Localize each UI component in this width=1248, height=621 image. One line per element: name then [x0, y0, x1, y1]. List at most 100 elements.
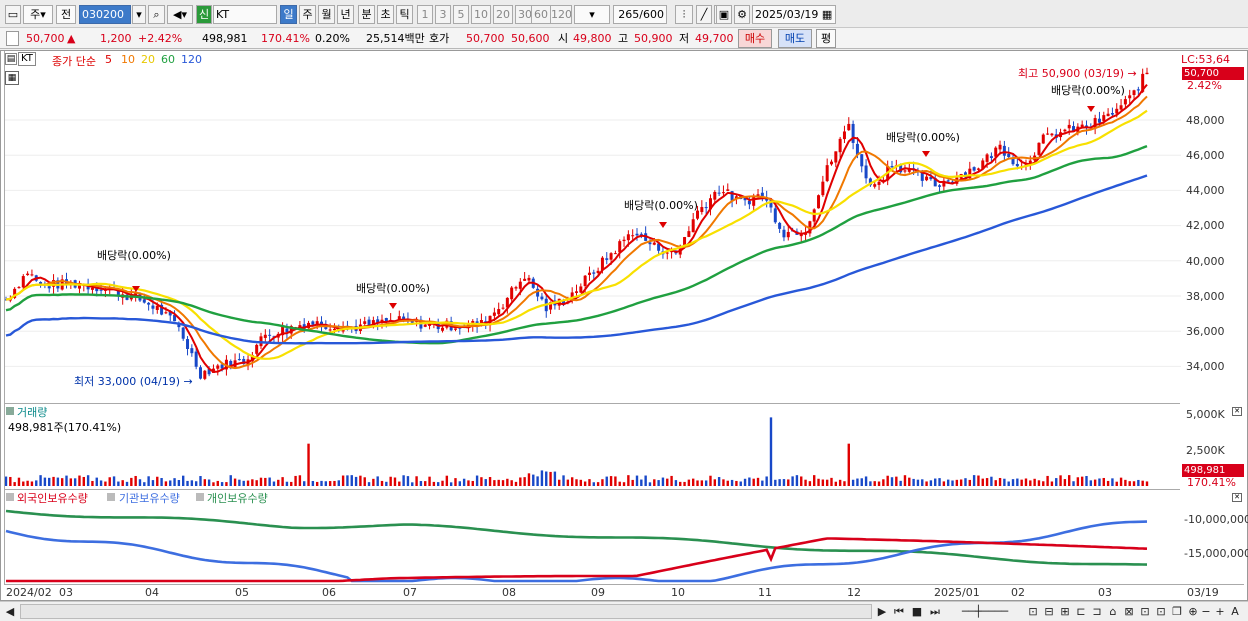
- interval-5[interactable]: 5: [453, 5, 469, 24]
- legend-ma60: 60: [161, 53, 175, 66]
- volume-bar: [190, 480, 194, 486]
- chart-canvas[interactable]: [5, 51, 1181, 584]
- period-select[interactable]: 주▾: [23, 5, 53, 24]
- stock-name-field: KT: [213, 5, 277, 24]
- save-icon[interactable]: ▣: [716, 5, 732, 24]
- candle-body: [622, 239, 626, 242]
- investor-tick: -15,000,000: [1184, 547, 1248, 560]
- search-icon[interactable]: ⌕: [148, 5, 165, 24]
- horizontal-scrollbar[interactable]: [20, 604, 872, 619]
- calculator-icon[interactable]: ▦: [5, 71, 19, 85]
- interval-10[interactable]: 10: [471, 5, 491, 24]
- volume-bar: [303, 481, 306, 486]
- investor-close-icon[interactable]: ✕: [1232, 493, 1242, 502]
- eval-button[interactable]: 평: [816, 29, 836, 48]
- volume-bar: [661, 477, 665, 486]
- tool-icon[interactable]: ⊐: [1092, 605, 1102, 618]
- interval-120[interactable]: 120: [550, 5, 572, 24]
- scroll-end-icon[interactable]: ⏭: [930, 605, 940, 618]
- tool-icon[interactable]: ⊠: [1124, 605, 1134, 618]
- volume-bar: [194, 481, 198, 486]
- pane-menu-icon[interactable]: ▤: [5, 53, 17, 65]
- candle-body: [786, 231, 790, 238]
- quote-checkbox[interactable]: [6, 31, 19, 46]
- interval-1[interactable]: 1: [417, 5, 433, 24]
- candle-body: [769, 199, 773, 208]
- volume-bar: [981, 478, 984, 486]
- period-tab-week[interactable]: 주: [299, 5, 316, 24]
- tool-icon[interactable]: ⌂: [1109, 605, 1117, 618]
- font-size-icon[interactable]: A: [1231, 605, 1239, 618]
- count-input[interactable]: 265/600: [613, 5, 667, 24]
- copy-icon[interactable]: ❐: [1172, 605, 1182, 618]
- zoom-in-icon[interactable]: ⊕: [1188, 605, 1198, 618]
- layout-icon[interactable]: ⊡: [1028, 605, 1038, 618]
- window-menu-icon[interactable]: ▭: [5, 5, 21, 24]
- investor-pane[interactable]: [4, 490, 1180, 584]
- volume-pane[interactable]: [4, 404, 1180, 490]
- candle-body: [311, 321, 315, 325]
- interval-20[interactable]: 20: [493, 5, 513, 24]
- tool-icon[interactable]: ⊡: [1140, 605, 1150, 618]
- scroll-left-icon[interactable]: ◀: [5, 605, 15, 618]
- date-input[interactable]: 2025/03/19 ▦: [752, 5, 836, 24]
- buy-button[interactable]: 매수: [738, 29, 772, 48]
- candle-body: [817, 195, 821, 209]
- scroll-start-icon[interactable]: ⏮: [894, 605, 904, 618]
- period-tab-minute[interactable]: 분: [358, 5, 375, 24]
- volume-bar: [220, 482, 224, 486]
- custom-interval-select[interactable]: ▾: [574, 5, 610, 24]
- period-tab-year[interactable]: 년: [337, 5, 354, 24]
- candle-body: [981, 160, 985, 169]
- zoom-slider[interactable]: ──┼────: [961, 605, 1009, 618]
- stop-icon[interactable]: ■: [911, 605, 923, 618]
- volume-bar: [847, 443, 850, 486]
- stock-code-input[interactable]: 030200: [79, 5, 131, 24]
- period-tab-tick[interactable]: 틱: [396, 5, 413, 24]
- layout-icon[interactable]: ⊞: [1060, 605, 1070, 618]
- candle-type-icon[interactable]: ⫶: [675, 5, 693, 24]
- volume-bar: [739, 481, 742, 486]
- volume-bar: [679, 481, 682, 486]
- candle-body: [821, 181, 825, 196]
- tool-icon[interactable]: ⊡: [1156, 605, 1166, 618]
- volume-bar: [121, 480, 124, 486]
- volume-bar: [78, 475, 81, 486]
- price-pane[interactable]: [4, 51, 1180, 404]
- interval-60[interactable]: 60: [531, 5, 551, 24]
- price-tick: 42,000: [1186, 219, 1225, 232]
- volume-bar: [1141, 480, 1144, 486]
- volume-axis: 5,000K 2,500K: [1180, 404, 1246, 490]
- tool-icon[interactable]: ⊏: [1076, 605, 1086, 618]
- calendar-icon[interactable]: ▦: [821, 8, 833, 21]
- volume-bar: [488, 477, 492, 486]
- volume-bar: [411, 482, 414, 486]
- market-select[interactable]: 전: [56, 5, 76, 24]
- scroll-right-icon[interactable]: ▶: [877, 605, 887, 618]
- period-tab-month[interactable]: 월: [318, 5, 335, 24]
- plus-icon[interactable]: +: [1215, 605, 1225, 618]
- candle-body: [1007, 153, 1011, 158]
- candle-body: [497, 309, 501, 315]
- period-tab-day[interactable]: 일: [280, 5, 297, 24]
- interval-3[interactable]: 3: [435, 5, 451, 24]
- zoom-out-icon[interactable]: −: [1201, 605, 1211, 618]
- chart-area[interactable]: ▤ KT 종가 단순 5 10 20 60 120 ▦ 48,000 46,00…: [0, 50, 1248, 601]
- code-dropdown-icon[interactable]: ▾: [132, 5, 146, 24]
- sell-button[interactable]: 매도: [778, 29, 812, 48]
- candle-body: [708, 198, 712, 210]
- candle-body: [173, 314, 177, 322]
- candle-body: [592, 272, 596, 274]
- gear-icon[interactable]: ⚙: [734, 5, 750, 24]
- candle-body: [890, 166, 894, 168]
- candle-body: [514, 287, 518, 289]
- volume-bar: [1119, 477, 1123, 486]
- volume-bar: [402, 475, 405, 486]
- line-tool-icon[interactable]: ╱: [696, 5, 712, 24]
- volume-close-icon[interactable]: ✕: [1232, 407, 1242, 416]
- period-tab-second[interactable]: 초: [377, 5, 394, 24]
- speaker-icon[interactable]: ◀▾: [167, 5, 193, 24]
- volume-bar: [903, 475, 907, 486]
- candle-body: [1128, 95, 1132, 99]
- layout-icon[interactable]: ⊟: [1044, 605, 1054, 618]
